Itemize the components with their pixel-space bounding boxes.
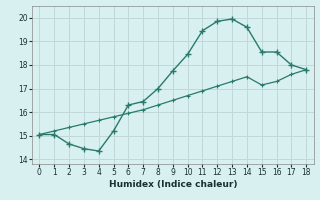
X-axis label: Humidex (Indice chaleur): Humidex (Indice chaleur) [108,180,237,189]
